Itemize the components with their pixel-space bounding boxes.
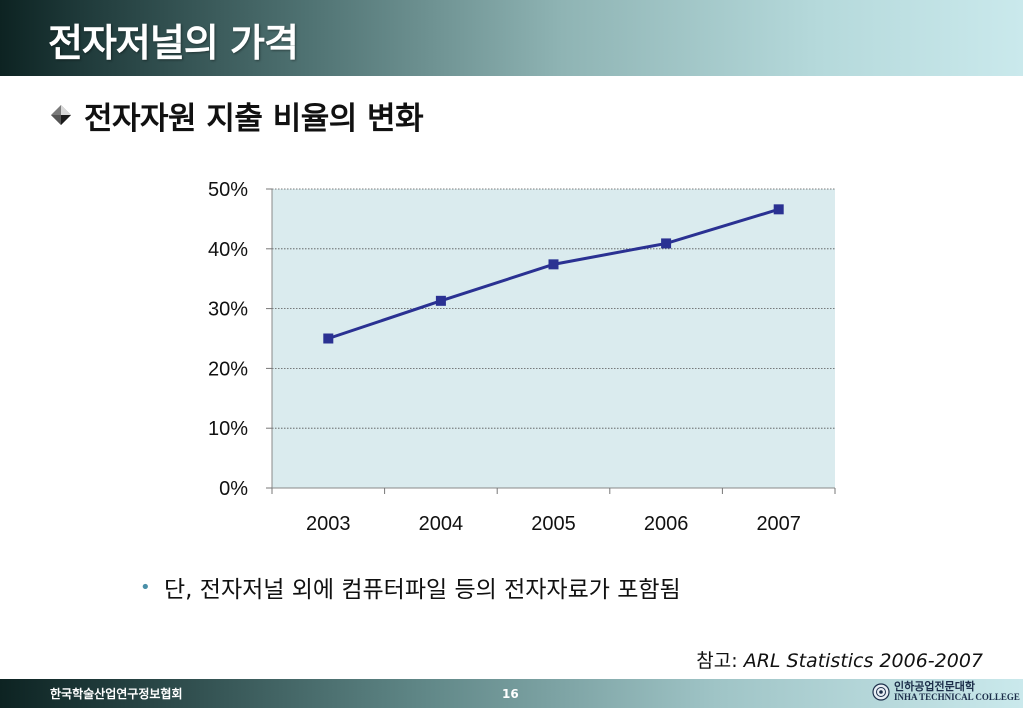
reference-prefix: 참고: — [696, 650, 738, 672]
data-point-marker — [323, 333, 334, 344]
page-number: 16 — [502, 687, 519, 701]
plot-area — [272, 189, 835, 488]
slide-note: 단, 전자저널 외에 컴퓨터파일 등의 전자자료가 포함됨 — [164, 577, 681, 603]
logo-korean-name: 인하공업전문대학 — [894, 680, 975, 693]
college-seal-icon — [872, 683, 890, 701]
footer-organization: 한국학술산업연구정보협회 — [50, 687, 183, 701]
y-tick-label: 20% — [208, 358, 248, 380]
y-tick-label: 50% — [208, 179, 248, 201]
college-logo: 인하공업전문대학 INHA TECHNICAL COLLEGE — [872, 681, 1020, 703]
reference: 참고: ARL Statistics 2006-2007 — [696, 646, 983, 673]
reference-source: ARL Statistics 2006-2007 — [743, 650, 983, 672]
subtitle-row: 전자자원 지출 비율의 변화 — [50, 93, 424, 137]
line-chart: 0% 10% 20% 30% 40% 50% 2003 2004 2005 2006 2007 — [208, 179, 836, 535]
x-tick-label: 2006 — [644, 513, 689, 535]
footer: 한국학술산업연구정보협회 16 인하공업전문대학 INHA TECHNICAL … — [0, 679, 1023, 708]
slide-title: 전자저널의 가격 — [48, 21, 299, 65]
y-tick-label: 10% — [208, 418, 248, 440]
data-point-marker — [661, 238, 672, 249]
title-bar: 전자저널의 가격 — [0, 0, 1023, 76]
x-tick-label: 2005 — [531, 513, 576, 535]
bullet-dot-icon: • — [140, 576, 151, 598]
x-tick-label: 2003 — [306, 513, 351, 535]
data-point-marker — [435, 295, 446, 306]
y-tick-label: 30% — [208, 299, 248, 321]
slide-subtitle: 전자자원 지출 비율의 변화 — [84, 100, 424, 137]
data-point-marker — [773, 204, 784, 215]
y-tick-label: 40% — [208, 239, 248, 261]
x-tick-label: 2004 — [419, 513, 464, 535]
y-tick-label: 0% — [219, 478, 248, 500]
logo-english-name: INHA TECHNICAL COLLEGE — [894, 692, 1020, 702]
note-row: • 단, 전자저널 외에 컴퓨터파일 등의 전자자료가 포함됨 — [140, 570, 681, 604]
data-point-marker — [548, 259, 559, 270]
diamond-bullet-icon — [51, 105, 71, 125]
x-tick-label: 2007 — [756, 513, 801, 535]
